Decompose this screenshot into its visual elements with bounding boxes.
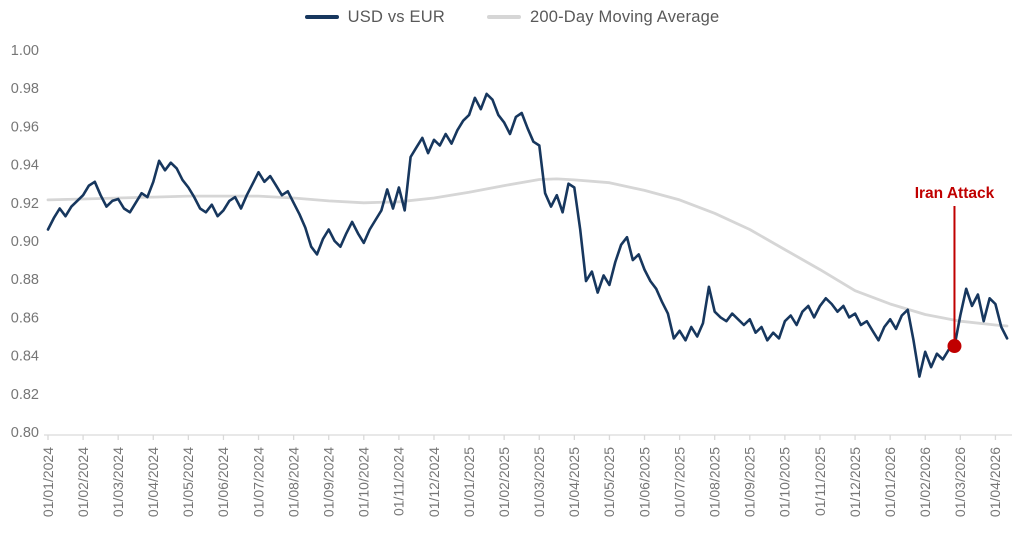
moving-average-line-swatch — [486, 15, 521, 19]
x-tick-label: 01/11/2024 — [391, 447, 407, 516]
x-tick-label: 01/11/2025 — [812, 447, 828, 516]
x-tick-label: 01/04/2024 — [145, 447, 161, 517]
chart-legend: USD vs EUR 200-Day Moving Average — [0, 4, 1024, 30]
x-tick-label: 01/09/2025 — [742, 447, 758, 517]
x-tick-label: 01/02/2024 — [75, 447, 91, 517]
iran-attack-label: Iran Attack — [915, 185, 995, 202]
y-tick-label: 0.92 — [11, 196, 39, 212]
x-tick-label: 01/08/2025 — [707, 447, 723, 517]
iran-attack-marker-dot — [947, 339, 962, 354]
x-tick-label: 01/01/2024 — [40, 447, 56, 517]
usd-eur-line — [46, 92, 1009, 378]
x-tick-label: 01/09/2024 — [321, 447, 337, 517]
y-tick-label: 0.86 — [11, 310, 39, 326]
y-tick-label: 0.94 — [11, 158, 39, 174]
legend-label-usd-eur: USD vs EUR — [347, 7, 445, 26]
x-tick-label: 01/04/2025 — [566, 447, 582, 517]
x-tick-label: 01/05/2024 — [180, 447, 196, 517]
x-tick-label: 01/06/2024 — [215, 447, 231, 517]
x-tick-label: 01/07/2025 — [671, 447, 687, 517]
y-tick-label: 0.82 — [11, 387, 39, 403]
legend-label-moving-average: 200-Day Moving Average — [529, 7, 720, 26]
y-tick-label: 0.90 — [11, 234, 39, 250]
y-tick-label: 0.88 — [11, 272, 39, 288]
x-tick-label: 01/08/2024 — [285, 447, 301, 517]
legend-item-usd-eur: USD vs EUR — [304, 7, 445, 27]
y-tick-label: 0.84 — [11, 349, 39, 365]
x-tick-label: 01/03/2024 — [110, 447, 126, 517]
moving-average-line — [46, 177, 1009, 328]
x-tick-label: 01/07/2024 — [250, 447, 266, 517]
x-tick-label: 01/04/2026 — [987, 447, 1003, 517]
x-tick-label: 01/01/2025 — [461, 447, 477, 517]
x-tick-label: 01/10/2024 — [356, 447, 372, 517]
x-tick-label: 01/02/2026 — [917, 447, 933, 517]
y-tick-label: 1.00 — [11, 43, 39, 59]
x-tick-label: 01/03/2026 — [952, 447, 968, 517]
y-tick-label: 0.96 — [11, 119, 39, 135]
x-tick-label: 01/12/2025 — [847, 447, 863, 517]
x-tick-label: 01/01/2026 — [882, 447, 898, 517]
x-tick-label: 01/10/2025 — [777, 447, 793, 517]
x-tick-label: 01/12/2024 — [426, 447, 442, 517]
x-tick-label: 01/03/2025 — [531, 447, 547, 517]
usd-eur-line-swatch — [304, 15, 339, 19]
y-tick-label: 0.98 — [11, 81, 39, 97]
x-tick-label: 01/05/2025 — [601, 447, 617, 517]
x-tick-label: 01/02/2025 — [496, 447, 512, 517]
legend-item-moving-average: 200-Day Moving Average — [486, 7, 720, 27]
x-tick-label: 01/06/2025 — [636, 447, 652, 517]
y-tick-label: 0.80 — [11, 425, 39, 441]
